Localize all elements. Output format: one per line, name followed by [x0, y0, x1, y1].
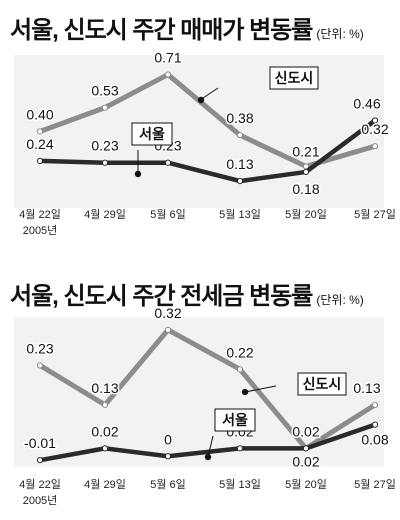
data-point [164, 159, 172, 166]
data-label: 0.71 [154, 50, 181, 66]
legend-leader-line [244, 385, 277, 393]
x-tick-label: 5월 27일 [354, 207, 396, 221]
data-point [164, 326, 172, 333]
unit-label: (단위: %) [316, 293, 364, 307]
chart-title: 서울, 신도시 주간 매매가 변동률 (단위: %) [10, 17, 364, 44]
data-label: 0.46 [353, 95, 380, 111]
data-label: 0.23 [91, 138, 118, 154]
data-point [236, 366, 244, 373]
x-tick-label: 5월 20일 [285, 207, 327, 221]
legend-label: 신도시 [303, 376, 342, 392]
data-label: 0.13 [353, 380, 380, 396]
data-point [371, 117, 379, 124]
x-tick-year-label: 2005년 [23, 494, 58, 507]
data-label: 0.21 [292, 143, 319, 159]
data-label: 0.22 [226, 344, 253, 360]
data-label: 0.13 [226, 156, 253, 172]
data-label: 0.18 [292, 181, 319, 197]
x-tick-label: 5월 6일 [150, 477, 186, 491]
x-tick-label: 5월 20일 [285, 477, 327, 491]
data-label: -0.01 [24, 435, 56, 451]
data-label: 0.02 [292, 453, 319, 469]
series-line-sindosi [37, 327, 378, 451]
legend-anchor-dot [241, 388, 249, 396]
legend-anchor-dot [197, 96, 205, 104]
jeonse-line-chart: 4월 22일 4월 29일 5월 6일 5월 13일 5월 20일 5월 27일 2005년… [14, 303, 396, 507]
data-point [371, 421, 379, 428]
panel-divider [0, 262, 400, 266]
data-label: 0.40 [26, 107, 53, 123]
data-point [164, 453, 172, 460]
data-label: 0 [164, 431, 172, 447]
x-tick-label: 4월 29일 [84, 477, 126, 491]
sale-price-line-chart: 4월 22일 4월 29일 5월 6일 5월 13일 5월 20일 5월 27일 2005년… [14, 48, 396, 237]
legend-box [297, 372, 347, 396]
plot-background [14, 55, 384, 208]
x-tick-label: 4월 29일 [84, 207, 126, 221]
x-tick-label: 4월 22일 [19, 477, 61, 491]
legend-label: 서울 [139, 126, 165, 142]
series-line-seoul [37, 422, 378, 463]
legend-anchor-dot [134, 170, 142, 178]
data-point [236, 178, 244, 185]
data-label: 0.13 [91, 380, 118, 396]
data-point [164, 71, 172, 78]
data-point [36, 457, 44, 464]
legend-box [269, 66, 319, 90]
series-line-seoul [37, 118, 378, 184]
data-point [36, 128, 44, 135]
data-point [36, 157, 44, 164]
data-point [101, 401, 109, 408]
data-label: 0.02 [292, 423, 319, 439]
data-point [302, 445, 310, 452]
data-label: 0.23 [26, 340, 53, 356]
jeonse-chart-panel: 서울, 신도시 주간 전세금 변동률 (단위: %) 4월 22일 4월 29일 5월… [0, 266, 400, 520]
x-tick-year-label: 2005년 [23, 224, 58, 237]
x-tick-label: 5월 13일 [219, 207, 261, 221]
data-point [236, 445, 244, 452]
x-tick-label: 5월 27일 [354, 477, 396, 491]
data-point [371, 401, 379, 408]
data-point [36, 362, 44, 369]
legend-box [131, 122, 173, 146]
data-point [101, 159, 109, 166]
data-point [101, 104, 109, 111]
chart-title: 서울, 신도시 주간 전세금 변동률 (단위: %) [10, 283, 364, 310]
legend-anchor-dot [204, 453, 212, 461]
data-point [371, 143, 379, 150]
data-label: 0.38 [226, 110, 253, 126]
data-label: 0.53 [91, 83, 118, 99]
unit-label: (단위: %) [316, 27, 364, 41]
data-label: 0.08 [361, 432, 388, 448]
data-label: 0.32 [361, 121, 388, 137]
data-point [101, 445, 109, 452]
data-point [236, 132, 244, 139]
legend-leader-line [207, 435, 214, 458]
x-tick-label: 5월 13일 [219, 477, 261, 491]
legend-label: 신도시 [275, 70, 314, 86]
data-label: 0.02 [91, 423, 118, 439]
x-tick-label: 5월 6일 [150, 207, 186, 221]
legend-box [214, 408, 256, 432]
data-point [302, 168, 310, 176]
legend-label: 서울 [222, 412, 248, 428]
data-label: 0.24 [26, 136, 53, 152]
x-tick-label: 4월 22일 [19, 207, 61, 221]
data-label: 0.32 [154, 305, 181, 321]
sale-price-chart-panel: 서울, 신도시 주간 매매가 변동률 (단위: %) 4월 22일 4월 29일 5월… [10, 17, 396, 237]
